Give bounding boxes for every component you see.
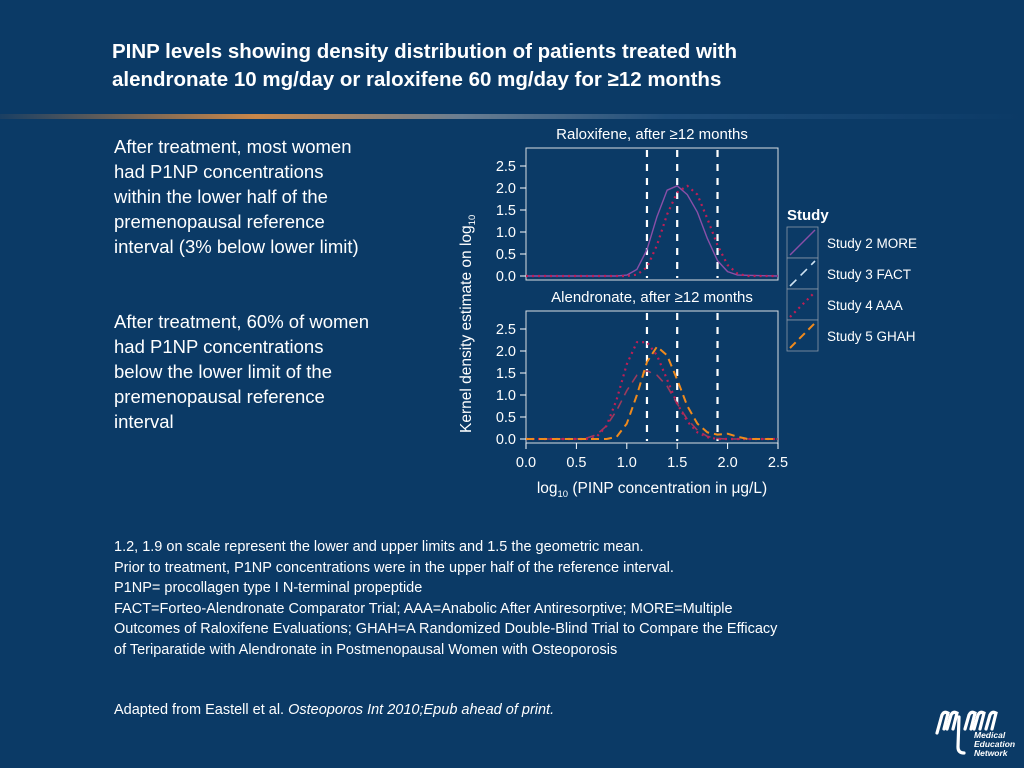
slide-title-line-1: PINP levels showing density distribution… (112, 40, 737, 63)
legend-swatch-line (789, 260, 816, 287)
y-tick-label: 2.5 (496, 159, 516, 175)
alendronate-note: After treatment, 60% of women had P1NP c… (114, 309, 414, 434)
panel-plot-area (525, 310, 779, 444)
logo-text-3: Network (974, 748, 1009, 758)
x-tick-label: 2.5 (768, 455, 788, 471)
footnote-line: of Teriparatide with Alendronate in Post… (114, 641, 618, 658)
x-tick-label: 0.0 (516, 455, 536, 471)
raloxifene-note: After treatment, most women had P1NP con… (114, 134, 414, 259)
x-axis-label-prefix: log (537, 480, 558, 497)
x-tick-label: 0.5 (566, 455, 586, 471)
footnote-line: 1.2, 1.9 on scale represent the lower an… (114, 539, 644, 555)
panel-title: Alendronate, after ≥12 months (551, 289, 753, 306)
note-line: After treatment, most women (114, 136, 352, 157)
legend-swatch-box (786, 288, 819, 321)
footnote-line: P1NP= procollagen type I N-terminal prop… (114, 580, 423, 596)
series-line-study-2-more (526, 185, 779, 277)
y-tick-label: 1.5 (496, 366, 516, 382)
citation-prefix: Adapted from Eastell et al. (114, 702, 289, 718)
panel-title-strip (526, 295, 778, 311)
note-line: interval (114, 411, 174, 432)
x-tick-label: 1.5 (667, 455, 687, 471)
note-line: premenopausal reference (114, 386, 325, 407)
note-line: After treatment, 60% of women (114, 311, 370, 332)
citation: Adapted from Eastell et al. Osteoporos I… (114, 702, 554, 718)
series-line-study-5-ghah (526, 345, 778, 440)
chart-panel: Raloxifene, after ≥12 months 0.0 0.5 1.0 1.5… (496, 128, 779, 285)
logo-text-1: Medical (974, 730, 1006, 740)
y-tick-label: 1.5 (496, 203, 516, 219)
x-tick-label: 2.0 (718, 455, 738, 471)
y-axis-label-main: Kernel density estimate on log (458, 225, 475, 433)
x-axis-label-suffix: (PINP concentration in μg/L) (568, 480, 767, 497)
note-line: premenopausal reference (114, 211, 325, 232)
legend-label: Study 5 GHAH (827, 329, 916, 344)
footnote-line: Outcomes of Raloxifene Evaluations; GHAH… (114, 621, 778, 637)
chart-panel: Alendronate, after ≥12 months 0.0 0.5 1.0 1.… (496, 289, 779, 448)
legend-item: Study 2 MORE (786, 226, 917, 259)
panel-title-strip (526, 132, 778, 148)
slide-title: PINP levels showing density distribution… (112, 38, 912, 94)
x-axis-label-sub: 10 (558, 489, 569, 500)
y-tick-label: 2.0 (496, 181, 516, 197)
density-chart: Kernel density estimate on log10 log10 (… (458, 128, 917, 500)
panel-title: Raloxifene, after ≥12 months (556, 128, 748, 143)
legend-item: Study 5 GHAH (786, 319, 916, 352)
y-axis-label: Kernel density estimate on log10 (458, 215, 478, 433)
note-line: within the lower half of the (114, 186, 328, 207)
note-line: had P1NP concentrations (114, 161, 324, 182)
footnote-line: Prior to treatment, P1NP concentrations … (114, 559, 674, 576)
y-tick-label: 2.5 (496, 322, 516, 338)
x-axis-label: log10 (PINP concentration in μg/L) (537, 480, 767, 500)
legend-title: Study (787, 207, 829, 224)
mtn-logo-icon: Medical Education Network (935, 710, 1015, 758)
legend-label: Study 3 FACT (827, 267, 911, 282)
y-tick-label: 0.5 (496, 247, 516, 263)
legend-label: Study 4 AAA (827, 298, 903, 313)
y-tick-label: 0.5 (496, 410, 516, 426)
note-line: below the lower limit of the (114, 361, 332, 382)
series-line-study-4-aaa (526, 184, 778, 278)
y-tick-label: 1.0 (496, 225, 516, 241)
citation-journal: Osteoporos Int 2010;Epub ahead of print. (288, 702, 555, 718)
logo-text-2: Education (974, 739, 1015, 749)
svg-text:Kernel density estimate on log: Kernel density estimate on log10 (458, 215, 478, 433)
note-line: interval (3% below lower limit) (114, 236, 359, 257)
legend-swatch-line (789, 322, 816, 349)
note-line: had P1NP concentrations (114, 336, 324, 357)
legend: Study Study 2 MORE Study 3 FACT Study 4 AAA… (786, 207, 917, 352)
legend-swatch-line (789, 229, 816, 256)
legend-label: Study 2 MORE (827, 236, 917, 251)
footnotes: 1.2, 1.9 on scale represent the lower an… (114, 537, 934, 660)
y-axis-label-sub: 10 (467, 215, 478, 226)
footnote-line: FACT=Forteo-Alendronate Comparator Trial… (114, 600, 733, 617)
title-divider (0, 114, 1024, 119)
slide-title-line-2: alendronate 10 mg/day or raloxifene 60 m… (112, 68, 722, 91)
y-tick-label: 0.0 (496, 269, 516, 285)
y-tick-label: 1.0 (496, 388, 516, 404)
y-tick-label: 2.0 (496, 344, 516, 360)
legend-item: Study 4 AAA (786, 288, 903, 321)
legend-item: Study 3 FACT (786, 257, 911, 290)
x-tick-label: 1.0 (617, 455, 637, 471)
panel-plot-area (525, 147, 779, 281)
y-tick-label: 0.0 (496, 432, 516, 448)
